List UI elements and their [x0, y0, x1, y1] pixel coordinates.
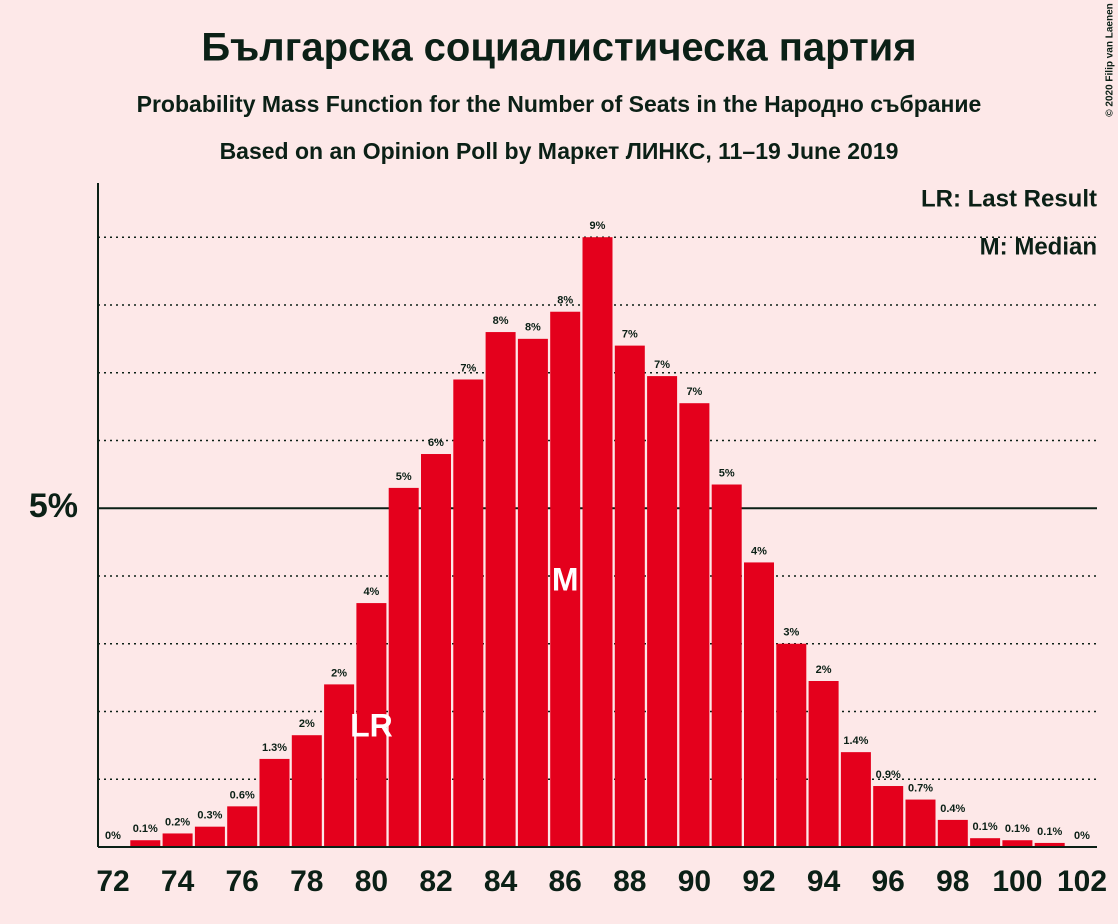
bar: [356, 603, 387, 847]
value-label: 7%: [622, 329, 638, 341]
bar: [582, 237, 613, 847]
x-tick-label: 100: [992, 865, 1042, 898]
value-label: 6%: [428, 437, 444, 449]
x-tick-label: 86: [549, 865, 582, 898]
bar: [162, 833, 193, 847]
bar: [291, 735, 322, 847]
bar: [840, 752, 871, 847]
value-label: 0.6%: [230, 789, 255, 801]
bar: [937, 819, 968, 847]
legend-entry: M: Median: [980, 233, 1097, 260]
value-label: 0.3%: [197, 810, 222, 822]
y-tick-label: 5%: [29, 487, 78, 525]
value-label: 2%: [299, 718, 315, 730]
value-label: 9%: [590, 220, 606, 232]
annotation: M: [552, 561, 579, 597]
bar: [517, 338, 548, 847]
bar: [905, 799, 936, 847]
chart-title: Българска социалистическа партия: [201, 26, 916, 70]
value-label: 0.2%: [165, 816, 190, 828]
bar: [194, 826, 225, 847]
x-tick-label: 74: [161, 865, 195, 898]
value-label: 7%: [654, 359, 670, 371]
x-tick-label: 98: [936, 865, 969, 898]
value-label: 5%: [396, 471, 412, 483]
bar: [744, 562, 774, 847]
x-tick-label: 94: [807, 865, 841, 898]
bar: [485, 332, 516, 847]
bar: [711, 484, 742, 847]
x-tick-label: 90: [678, 865, 711, 898]
x-tick-label: 72: [96, 865, 129, 898]
chart-subtitle: Probability Mass Function for the Number…: [137, 91, 982, 117]
value-label: 0.1%: [973, 821, 998, 833]
bar: [614, 345, 645, 847]
x-tick-label: 92: [742, 865, 775, 898]
value-label: 0%: [105, 830, 121, 842]
value-label: 2%: [331, 667, 347, 679]
bar: [1002, 840, 1033, 847]
legend-entry: LR: Last Result: [921, 185, 1097, 212]
value-label: 1.3%: [262, 742, 287, 754]
x-tick-label: 78: [290, 865, 323, 898]
value-label: 8%: [557, 295, 573, 307]
bar: [388, 487, 419, 847]
value-label: 0%: [1074, 830, 1090, 842]
bar: [873, 786, 904, 847]
value-label: 0.9%: [876, 769, 901, 781]
bar: [776, 643, 807, 847]
bar: [324, 684, 355, 847]
bar: [453, 379, 484, 847]
annotation: LR: [350, 707, 393, 743]
value-label: 3%: [783, 627, 799, 639]
value-label: 8%: [493, 315, 509, 327]
bar: [259, 758, 290, 847]
value-label: 7%: [460, 362, 476, 374]
value-label: 0.1%: [1037, 826, 1062, 838]
value-label: 0.7%: [908, 782, 933, 794]
value-label: 0.1%: [133, 823, 158, 835]
x-tick-label: 88: [613, 865, 646, 898]
bar: [130, 840, 161, 847]
bar: [647, 376, 678, 847]
value-label: 8%: [525, 322, 541, 334]
value-label: 4%: [751, 545, 767, 557]
bar: [808, 681, 839, 847]
bar: [679, 403, 710, 847]
x-tick-label: 102: [1057, 865, 1107, 898]
x-tick-label: 84: [484, 865, 518, 898]
value-label: 0.1%: [1005, 823, 1030, 835]
value-label: 0.4%: [940, 803, 965, 815]
value-label: 7%: [686, 386, 702, 398]
x-tick-label: 76: [226, 865, 259, 898]
bar: [227, 806, 258, 847]
chart-subtitle: Based on an Opinion Poll by Маркет ЛИНКС…: [220, 138, 899, 164]
value-label: 5%: [719, 467, 735, 479]
bar: [421, 454, 451, 847]
x-tick-label: 96: [872, 865, 905, 898]
bar: [550, 311, 581, 847]
value-label: 4%: [363, 586, 379, 598]
x-tick-label: 80: [355, 865, 388, 898]
value-label: 1.4%: [843, 735, 868, 747]
bar: [1034, 842, 1065, 847]
x-tick-label: 82: [419, 865, 452, 898]
bar: [970, 838, 1001, 847]
value-label: 2%: [816, 664, 832, 676]
copyright: © 2020 Filip van Laenen: [1105, 3, 1116, 117]
